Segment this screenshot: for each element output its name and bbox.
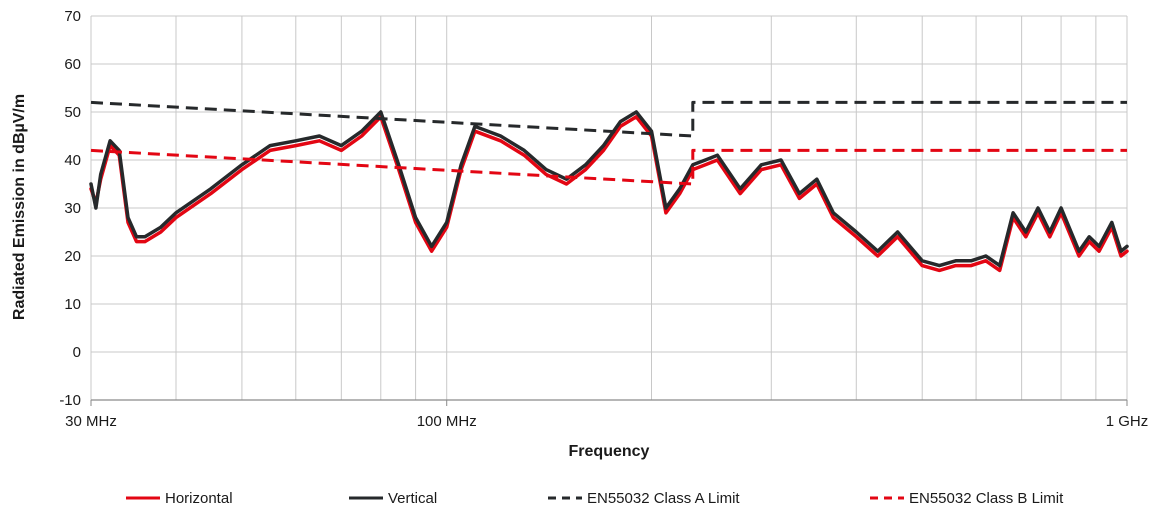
y-tick-label: 20 [64,248,81,265]
series-line-en55032-class-b-limit [90,148,1127,186]
y-tick-label: 60 [64,56,81,73]
legend-label-vertical: Vertical [388,490,437,507]
y-tick-label: 10 [64,296,81,313]
x-tick-label: 1 GHz [1106,413,1149,430]
series-layer [89,100,1129,273]
x-axis-title: Frequency [569,443,650,460]
y-tick-label: 70 [64,8,81,25]
x-tick-label: 30 MHz [65,413,117,430]
legend-label-horizontal: Horizontal [165,490,233,507]
y-tick-label: 50 [64,104,81,121]
y-tick-label: 30 [64,200,81,217]
y-tick-label: 0 [73,344,81,361]
legend-label-en55032-class-a-limit: EN55032 Class A Limit [587,490,740,507]
legend-label-en55032-class-b-limit: EN55032 Class B Limit [909,490,1064,507]
grid-layer [90,15,1128,401]
legend: Horizontal Vertical EN55032 Class A Limit E… [126,490,1064,507]
y-tick-label: -10 [59,392,81,409]
series-line-vertical [89,110,1129,268]
axis-layer: -10 0 10 20 30 40 50 60 70 30 MHz 100 MHz 1 GHz [59,8,1148,430]
series-line-en55032-class-a-limit [90,100,1127,138]
y-tick-label: 40 [64,152,81,169]
x-tick-label: 100 MHz [417,413,477,430]
y-axis-title: Radiated Emission in dBµV/m [11,94,28,320]
